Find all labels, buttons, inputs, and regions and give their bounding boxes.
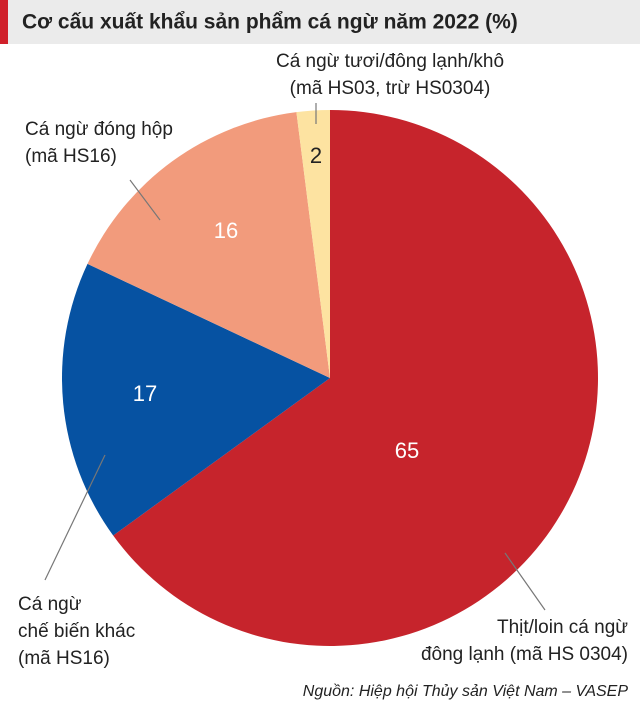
chart-title: Cơ cấu xuất khẩu sản phẩm cá ngừ năm 202… <box>22 11 518 34</box>
source-note: Nguồn: Hiệp hội Thủy sản Việt Nam – VASE… <box>303 683 629 700</box>
category-label: (mã HS03, trừ HS0304) <box>290 78 491 99</box>
category-label: Thịt/loin cá ngừ <box>497 617 628 638</box>
category-label: đông lạnh (mã HS 0304) <box>421 644 628 665</box>
title-bar <box>0 0 640 44</box>
value-label: 17 <box>133 381 157 406</box>
title-marker <box>0 0 8 44</box>
leader-line <box>44 454 106 581</box>
value-label: 16 <box>214 218 238 243</box>
pie-slice <box>296 110 330 378</box>
category-label: Cá ngừ <box>18 594 82 615</box>
value-label: 65 <box>395 438 419 463</box>
category-label: chế biến khác <box>18 621 135 642</box>
value-label: 2 <box>310 143 322 168</box>
pie-slice <box>87 112 330 379</box>
category-label: Cá ngừ đóng hộp <box>25 119 173 140</box>
leader-line <box>129 179 161 221</box>
leader-line <box>504 552 546 611</box>
category-label: (mã HS16) <box>18 648 110 669</box>
pie-slice <box>62 263 331 536</box>
category-label: (mã HS16) <box>25 146 117 167</box>
pie-slice <box>113 110 599 647</box>
category-label: Cá ngừ tươi/đông lạnh/khô <box>276 51 504 72</box>
